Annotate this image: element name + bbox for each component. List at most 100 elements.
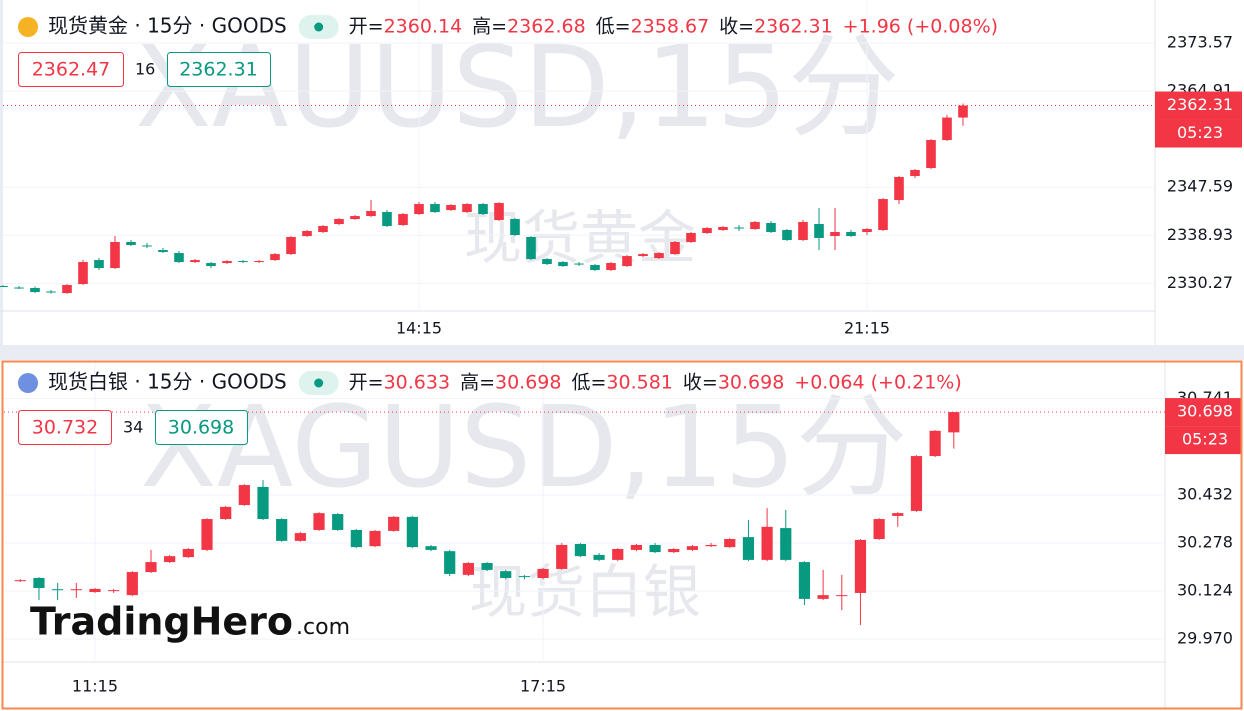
candle-body	[574, 543, 587, 557]
ohlc-value: 30.581	[606, 372, 672, 394]
candle-body	[854, 539, 867, 593]
pane-edge	[0, 0, 3, 345]
watermark: XAUUSD,15分	[135, 23, 900, 153]
candle-body	[590, 265, 600, 271]
candle-body	[270, 254, 280, 261]
candle-body	[910, 170, 920, 177]
candle-body	[276, 519, 288, 541]
candle-body	[686, 233, 696, 243]
candle-body	[638, 254, 648, 257]
ohlc-label: 低=	[571, 372, 606, 394]
candle-body	[734, 227, 744, 229]
countdown-label: 05:23	[1177, 123, 1223, 142]
countdown-tag	[1165, 426, 1242, 455]
candle-body	[94, 260, 104, 269]
candle-body	[52, 589, 64, 591]
last-price-tag	[1165, 398, 1242, 427]
y-tick-label: 30.124	[1177, 581, 1233, 600]
candle-body	[814, 224, 824, 239]
candle-body	[878, 199, 888, 231]
bid-box	[18, 410, 112, 445]
last-price-tag	[1155, 91, 1242, 120]
watermark-sub: 现货白银	[469, 558, 701, 626]
candle-body	[350, 529, 362, 548]
spread: 34	[123, 418, 143, 437]
candle-body	[238, 485, 250, 506]
candle-body	[630, 544, 643, 550]
ohlc-label: 低=	[596, 16, 631, 38]
candle-body	[174, 253, 184, 263]
y-tick-label: 30.432	[1177, 485, 1233, 504]
candle-body	[926, 140, 936, 169]
candle-body	[705, 544, 717, 547]
y-tick-label: 2338.93	[1167, 225, 1233, 244]
candle-body	[78, 262, 88, 285]
candle-body	[929, 430, 941, 457]
candle-body	[108, 590, 120, 592]
ohlc-value: 2358.67	[631, 16, 710, 38]
candle-body	[593, 554, 605, 560]
candle-body	[302, 231, 312, 237]
ohlc-label: 高=	[472, 16, 507, 38]
candle-body	[446, 205, 456, 211]
candle-body	[164, 556, 176, 563]
ask-box	[167, 52, 271, 87]
candle-body	[846, 232, 856, 237]
candle-body	[313, 513, 325, 530]
candle-body	[0, 286, 8, 288]
candle-body	[542, 259, 552, 265]
candle-body	[478, 204, 488, 215]
candle-body	[622, 256, 632, 267]
y-tick-label: 2373.57	[1167, 33, 1233, 52]
candle-body	[670, 242, 680, 255]
candle-body	[750, 222, 760, 230]
candle-body	[414, 204, 424, 215]
ask-price: 2362.31	[179, 59, 258, 81]
ohlc-value: 30.698	[495, 372, 561, 394]
watermark: XAGUSD,15分	[140, 383, 908, 513]
candle-body	[398, 214, 408, 226]
x-tick-label: 14:15	[396, 319, 442, 338]
candle-body	[798, 222, 808, 241]
candle-body	[718, 227, 728, 231]
candle-body	[286, 237, 296, 255]
candle-body	[142, 245, 152, 247]
ohlc-change: +1.96 (+0.08%)	[843, 16, 998, 38]
candle-body	[761, 526, 773, 560]
y-tick-label: 30.278	[1177, 533, 1233, 552]
candle-body	[406, 516, 418, 548]
ohlc-value: 2362.31	[754, 16, 833, 38]
candle-body	[201, 519, 213, 550]
candle-body	[817, 595, 829, 599]
y-tick-label: 2330.27	[1167, 273, 1233, 292]
ask-price: 30.698	[168, 417, 234, 439]
candle-body	[510, 219, 520, 236]
candle-body	[206, 263, 216, 267]
candle-body	[110, 242, 120, 269]
symbol-title: 现货白银 · 15分 · GOODS	[48, 370, 287, 394]
ohlc-value: 30.633	[384, 372, 450, 394]
candle-body	[14, 580, 26, 582]
chart-layer: XAUUSD,15分现货黄金2330.272338.932347.592364.…	[0, 0, 1242, 696]
candle-body	[948, 412, 960, 433]
candle-body	[766, 223, 776, 233]
candle-body	[33, 577, 45, 588]
ohlc-value: 2360.14	[384, 16, 463, 38]
candle-body	[332, 514, 344, 530]
candle-body	[30, 288, 40, 293]
candle-body	[873, 519, 885, 540]
candle-body	[14, 287, 24, 289]
candle-body	[294, 533, 306, 541]
last-price-label: 30.698	[1177, 402, 1233, 421]
symbol-icon	[18, 17, 38, 37]
candle-body	[780, 528, 792, 560]
candle-body	[257, 486, 269, 520]
ohlc-value: 2362.68	[507, 16, 586, 38]
candle-body	[481, 563, 493, 570]
candle-body	[910, 456, 923, 511]
candle-body	[388, 516, 400, 531]
selected-pane-border	[1, 360, 1243, 710]
candle-body	[366, 211, 376, 217]
candle-body	[558, 262, 568, 267]
candle-body	[70, 589, 82, 591]
